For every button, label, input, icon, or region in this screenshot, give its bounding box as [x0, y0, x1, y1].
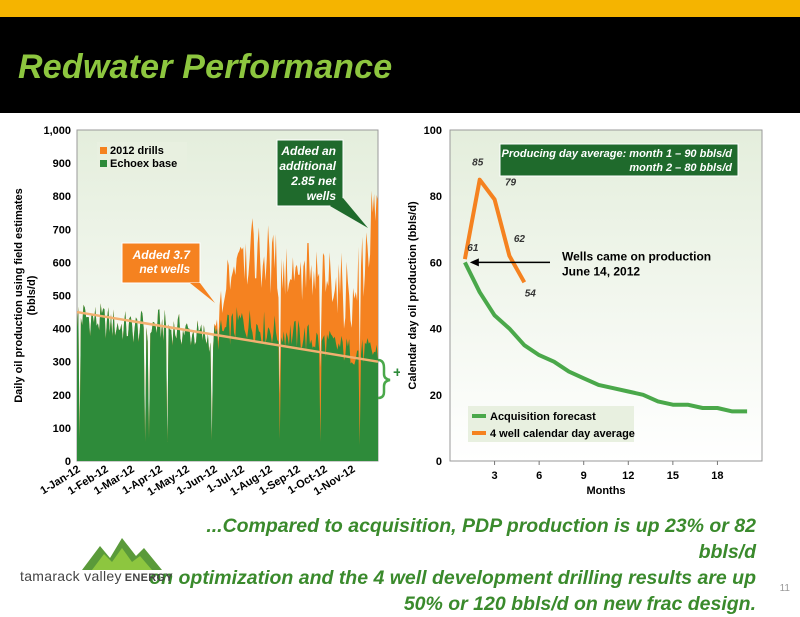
y-tick-label: 400 [53, 324, 71, 336]
header-bar [0, 17, 800, 113]
y-tick-label: 700 [53, 224, 71, 236]
series-4-well-average-line [462, 177, 527, 284]
data-label: 79 [505, 178, 517, 189]
y-tick-label: 0 [65, 456, 71, 468]
legend-box [97, 142, 187, 172]
y-tick-label: 500 [53, 291, 71, 303]
data-label: 54 [525, 288, 537, 299]
y-tick-label: 1,000 [43, 125, 71, 137]
y-tick-label: 800 [53, 191, 71, 203]
footer-line-2: on optimization and the 4 well developme… [149, 567, 756, 589]
footer-line-1: ...Compared to acquisition, PDP producti… [206, 515, 756, 563]
plot-area [449, 129, 763, 462]
y-tick-label: 100 [53, 423, 71, 435]
logo-wordmark: tamarack valley ENERGY [20, 568, 173, 584]
annotation-added-additional: Added an additional 2.85 net wells [279, 144, 337, 203]
series-echoex-base-area [77, 303, 378, 461]
legend-box [468, 406, 634, 442]
annotation-plus-82: +82 [393, 364, 400, 381]
annotation-added-3-7: Added 3.7 net wells [132, 248, 192, 276]
arrow-annotation-text: Wells came on production June 14, 2012 [562, 249, 711, 278]
x-tick-label: 18 [711, 470, 723, 482]
y-tick-label: 900 [53, 158, 71, 170]
series-acquisition-forecast-line [463, 261, 748, 414]
annotation-added-additional-box [276, 139, 344, 207]
x-tick-label: 12 [622, 470, 634, 482]
logo-suffix: ENERGY [124, 572, 174, 584]
callout-line-2: month 2 – 80 bbls/d [629, 162, 732, 174]
legend-swatch-drills [100, 147, 107, 154]
y-tick-label: 200 [53, 390, 71, 402]
y-tick-label: 0 [436, 456, 442, 468]
bracket-icon [377, 358, 391, 400]
x-axis-label: Months [586, 485, 625, 497]
legend-swatch-base [100, 160, 107, 167]
arrow-head-icon [469, 258, 479, 267]
y-axis-label: Daily oil production using field estimat… [13, 188, 38, 403]
y-axis-label: Calendar day oil production (bbls/d) [407, 201, 419, 390]
x-tick-label: 9 [581, 470, 587, 482]
y-tick-label: 20 [430, 390, 442, 402]
data-label: 61 [467, 243, 479, 254]
mountain-logo-icon [82, 538, 162, 570]
y-tick-label: 100 [424, 125, 442, 137]
y-tick-label: 60 [430, 257, 442, 269]
production-area-chart: 0 100 200 300 400 500 600 700 800 900 1,000 Daily o… [13, 125, 400, 498]
x-tick-label: 6 [536, 470, 542, 482]
data-label: 62 [514, 234, 526, 245]
y-tick-label: 80 [430, 191, 442, 203]
legend-label-drills: 2012 drills [110, 145, 164, 157]
page-number: 11 [779, 583, 790, 594]
y-tick-label: 300 [53, 357, 71, 369]
y-tick-label: 40 [430, 324, 442, 336]
y-tick-label: 600 [53, 257, 71, 269]
logo-name: tamarack valley [20, 568, 122, 584]
footer-summary: ...Compared to acquisition, PDP producti… [146, 513, 756, 617]
decline-line-chart: 0 20 40 60 80 100 Calendar day oil production … [407, 125, 763, 497]
legend-label-acquisition: Acquisition forecast [490, 411, 596, 423]
x-tick-label: 3 [492, 470, 498, 482]
annotation-pointer [190, 283, 215, 303]
legend-label-4-well: 4 well calendar day average [490, 428, 635, 440]
page-title: Redwater Performance [18, 48, 393, 86]
annotation-pointer [330, 198, 368, 228]
footer-line-3: 50% or 120 bbls/d on new frac design. [403, 593, 756, 615]
data-label: 85 [472, 158, 484, 169]
annotation-added-3-7-box [121, 242, 201, 284]
trend-line [76, 310, 379, 363]
top-accent-bar [0, 0, 800, 17]
x-tick-label: 15 [667, 470, 679, 482]
legend-label-base: Echoex base [110, 158, 177, 170]
callout-line-1: Producing day average: month 1 – 90 bbls… [502, 148, 733, 160]
callout-box [499, 143, 739, 177]
